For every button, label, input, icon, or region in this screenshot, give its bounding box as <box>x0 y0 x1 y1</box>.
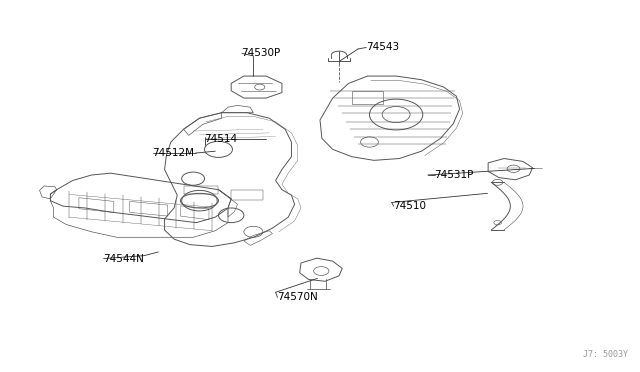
Text: 74514: 74514 <box>205 134 237 144</box>
Text: 74543: 74543 <box>365 42 399 52</box>
Text: 74530P: 74530P <box>241 48 280 58</box>
Text: J7: 5003Y: J7: 5003Y <box>582 350 628 359</box>
Text: 74510: 74510 <box>393 201 426 211</box>
Text: 74512M: 74512M <box>152 148 195 158</box>
Text: 74570N: 74570N <box>277 292 317 302</box>
Text: 74544N: 74544N <box>103 254 144 263</box>
Text: 74531P: 74531P <box>434 170 474 180</box>
